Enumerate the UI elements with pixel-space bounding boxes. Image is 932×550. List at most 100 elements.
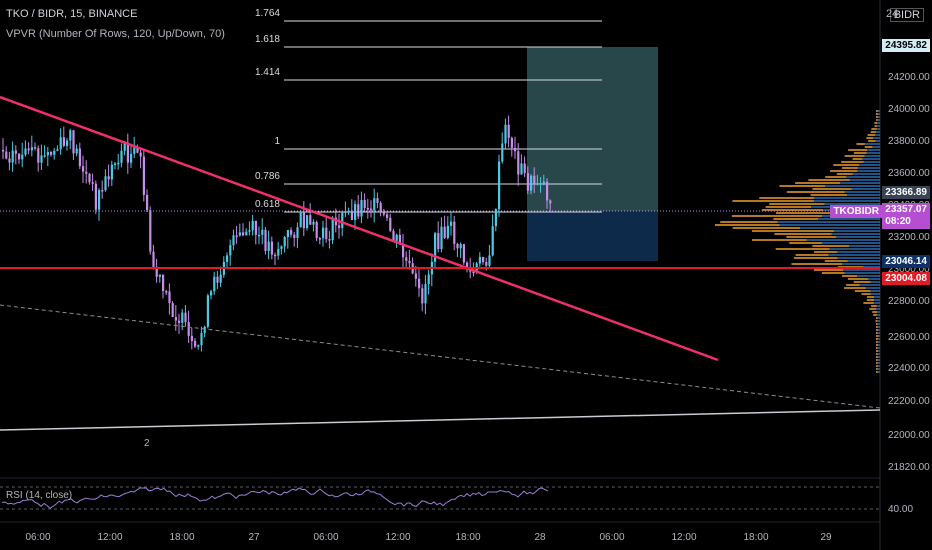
volume-bar-up bbox=[844, 155, 865, 157]
volume-bar-down bbox=[877, 320, 880, 322]
candle-body bbox=[30, 147, 33, 151]
volume-bar-down bbox=[841, 263, 880, 265]
time-tick: 12:00 bbox=[97, 532, 122, 543]
volume-bar-up bbox=[853, 152, 867, 154]
price-tick: 23000.00 bbox=[888, 264, 930, 275]
candle-body bbox=[37, 148, 40, 163]
candle-body bbox=[254, 220, 257, 235]
volume-bar-up bbox=[876, 347, 878, 349]
candle-body bbox=[8, 158, 11, 163]
volume-bar-down bbox=[829, 248, 880, 250]
candle-body bbox=[43, 155, 46, 157]
volume-bar-up bbox=[761, 209, 824, 211]
candle-body bbox=[213, 276, 216, 292]
volume-bar-up bbox=[779, 185, 826, 187]
candle-body bbox=[405, 257, 408, 261]
candle-body bbox=[510, 137, 513, 148]
candle-body bbox=[139, 152, 142, 157]
volume-bar-down bbox=[873, 137, 880, 139]
volume-bar-up bbox=[864, 146, 873, 148]
candle-body bbox=[216, 276, 219, 283]
candle-body bbox=[536, 183, 539, 185]
price-axis[interactable]: 24200.0024000.0023800.0023600.0023400.00… bbox=[888, 72, 930, 473]
candle-body bbox=[485, 262, 488, 266]
price-tick: 24000.00 bbox=[888, 104, 930, 115]
volume-bar-up bbox=[876, 329, 879, 331]
volume-bar-up bbox=[847, 278, 869, 280]
volume-bar-down bbox=[876, 131, 880, 133]
volume-bar-down bbox=[877, 110, 880, 112]
candle-body bbox=[315, 221, 318, 239]
volume-bar-up bbox=[786, 191, 845, 193]
volume-bar-up bbox=[751, 230, 835, 232]
volume-bar-up bbox=[765, 206, 812, 208]
symbol-title[interactable]: TKO / BIDR, 15, BINANCE bbox=[6, 8, 138, 20]
candle-body bbox=[389, 217, 392, 231]
candle-body bbox=[299, 211, 302, 228]
candle-body bbox=[322, 227, 325, 239]
volume-bar-down bbox=[840, 182, 880, 184]
candle-body bbox=[446, 225, 449, 238]
currency-button[interactable]: BIDR bbox=[889, 8, 924, 22]
price-badge-top: 24395.82 bbox=[882, 39, 930, 52]
volume-bar-up bbox=[814, 251, 838, 253]
volume-bar-down bbox=[866, 152, 880, 154]
volume-bar-down bbox=[877, 323, 880, 325]
candle-body bbox=[370, 208, 373, 211]
candle-body bbox=[27, 148, 30, 151]
volume-bar-up bbox=[876, 338, 879, 340]
candle-body bbox=[504, 124, 507, 144]
descending-trendline[interactable] bbox=[0, 95, 719, 362]
candle-body bbox=[533, 175, 536, 184]
volume-bar-down bbox=[834, 230, 880, 232]
candle-body bbox=[363, 200, 366, 208]
candle-body bbox=[130, 153, 133, 163]
volume-bar-up bbox=[866, 296, 875, 298]
volume-bar-up bbox=[830, 170, 858, 172]
volume-bar-down bbox=[874, 299, 880, 301]
candle-body bbox=[142, 156, 145, 195]
time-axis[interactable]: 06:00 12:00 18:00 27 06:00 12:00 18:00 28 06:00 1… bbox=[25, 532, 832, 543]
indicator-title[interactable]: VPVR (Number Of Rows, 120, Up/Down, 70) bbox=[6, 28, 225, 40]
candle-body bbox=[501, 143, 504, 162]
candle-body bbox=[414, 273, 417, 279]
rsi-title[interactable]: RSI (14, close) bbox=[6, 490, 73, 501]
candle-body bbox=[98, 190, 101, 210]
volume-bar-up bbox=[876, 113, 879, 115]
candle-body bbox=[261, 229, 264, 235]
volume-bar-down bbox=[876, 128, 880, 130]
candle-body bbox=[280, 246, 283, 249]
candle-body bbox=[418, 278, 421, 289]
dashed-trendline[interactable] bbox=[0, 304, 881, 409]
candle-body bbox=[539, 183, 542, 185]
ascending-trendline[interactable] bbox=[0, 409, 881, 431]
candle-body bbox=[174, 317, 177, 321]
candle-body bbox=[88, 173, 91, 183]
volume-bar-up bbox=[856, 143, 865, 145]
volume-bar-down bbox=[877, 332, 880, 334]
last-price-badge: 23357.07 08:20 bbox=[882, 203, 930, 229]
symbol-tag: TKOBIDR bbox=[830, 205, 882, 218]
volume-bar-down bbox=[878, 356, 880, 358]
volume-bar-down bbox=[873, 302, 880, 304]
volume-bar-up bbox=[841, 167, 858, 169]
candle-body bbox=[354, 204, 357, 220]
volume-bar-up bbox=[873, 314, 877, 316]
volume-bar-up bbox=[876, 332, 878, 334]
candle-body bbox=[242, 232, 245, 236]
volume-bar-up bbox=[852, 158, 863, 160]
candle-body bbox=[456, 243, 459, 249]
volume-bar-down bbox=[857, 170, 880, 172]
stop-loss-zone[interactable] bbox=[527, 211, 658, 261]
volume-bar-down bbox=[878, 338, 880, 340]
volume-bar-up bbox=[866, 299, 875, 301]
volume-bar-up bbox=[863, 302, 874, 304]
price-tick: 22200.00 bbox=[888, 396, 930, 407]
candle-body bbox=[424, 284, 427, 304]
fibonacci-levels[interactable]: 1.764 1.618 1.414 1 0.786 0.618 bbox=[255, 8, 602, 213]
candle-body bbox=[206, 295, 209, 327]
volume-bar-up bbox=[833, 164, 860, 166]
axis-top-partial: 24 bbox=[886, 8, 899, 20]
time-tick: 28 bbox=[534, 532, 546, 543]
